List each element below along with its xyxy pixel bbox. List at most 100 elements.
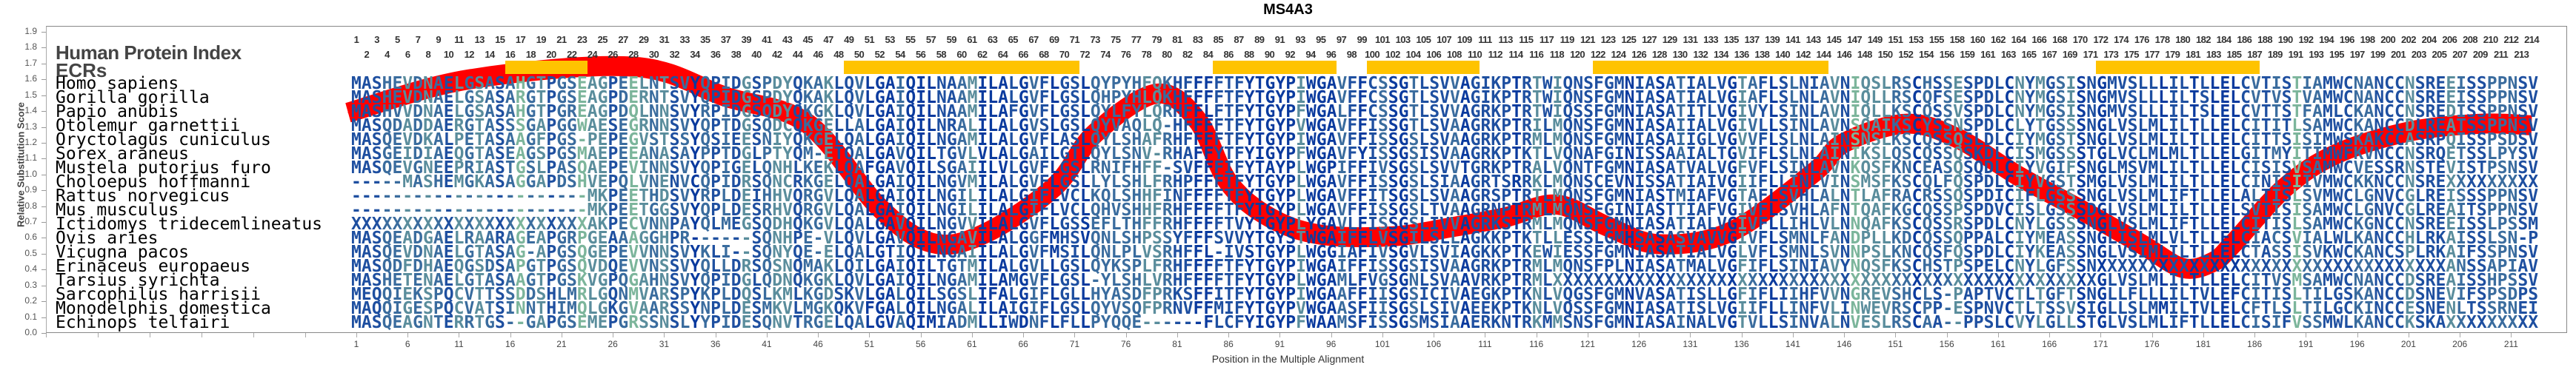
residue: F bbox=[1142, 74, 1153, 93]
residue: L bbox=[2178, 88, 2189, 107]
residue: Y bbox=[1244, 116, 1255, 135]
residue: N bbox=[648, 74, 659, 93]
residue: I bbox=[2066, 88, 2077, 107]
residue: C bbox=[2004, 74, 2015, 93]
residue: P bbox=[1182, 172, 1194, 192]
residue: D bbox=[1018, 313, 1029, 332]
residue: G bbox=[1727, 116, 1738, 135]
residue: Y bbox=[782, 88, 793, 107]
species-name: Mustela putorius furo bbox=[56, 158, 271, 178]
residue: I bbox=[1850, 88, 1861, 107]
residue: Q bbox=[1953, 172, 1963, 192]
residue: V bbox=[782, 313, 793, 332]
residue: I bbox=[2014, 158, 2026, 178]
residue: V bbox=[2312, 172, 2323, 192]
residue: A bbox=[1819, 144, 1830, 164]
residue: K bbox=[2363, 172, 2374, 192]
residue: T bbox=[720, 116, 731, 135]
residue: G bbox=[525, 144, 536, 164]
residue: P bbox=[1111, 74, 1122, 93]
residue: T bbox=[2292, 88, 2303, 107]
residue: A bbox=[536, 313, 547, 332]
human-index-label: 50 bbox=[853, 49, 865, 60]
residue: S bbox=[1943, 116, 1954, 135]
residue: V bbox=[2292, 313, 2303, 332]
residue: C bbox=[2384, 313, 2395, 332]
residue: M bbox=[1614, 74, 1625, 93]
residue: A bbox=[1265, 158, 1276, 178]
residue: I bbox=[2250, 130, 2261, 149]
human-index-label: 179 bbox=[2165, 49, 2180, 60]
residue: L bbox=[2209, 172, 2220, 192]
residue: D bbox=[1983, 116, 1994, 135]
residue: L bbox=[926, 130, 936, 149]
residue: R bbox=[2425, 116, 2436, 135]
residue: T bbox=[2086, 144, 2097, 164]
residue: F bbox=[1214, 88, 1225, 107]
residue: S bbox=[2476, 130, 2487, 149]
residue: I bbox=[1039, 144, 1050, 164]
human-index-label: 4 bbox=[385, 49, 390, 60]
residue: M bbox=[1614, 116, 1625, 135]
residue: M bbox=[1614, 130, 1625, 149]
residue: G bbox=[2097, 130, 2107, 149]
residue: T bbox=[2034, 116, 2046, 135]
x-tick-label: 201 bbox=[2400, 339, 2416, 349]
residue: F bbox=[1296, 313, 1306, 332]
human-index-label: 89 bbox=[1254, 34, 1265, 45]
residue: H bbox=[433, 172, 444, 192]
residue: - bbox=[505, 313, 516, 332]
residue: N bbox=[1840, 116, 1851, 135]
residue: L bbox=[1706, 130, 1717, 149]
residue: P bbox=[1285, 313, 1297, 332]
residue: R bbox=[1891, 313, 1902, 332]
residue: Y bbox=[2025, 158, 2035, 178]
residue: N bbox=[2404, 74, 2415, 93]
residue: S bbox=[2076, 102, 2087, 121]
residue: L bbox=[679, 313, 690, 332]
residue: T bbox=[2189, 102, 2200, 121]
residue: E bbox=[443, 116, 454, 135]
residue: R bbox=[453, 313, 465, 332]
human-index-label: 31 bbox=[659, 34, 670, 45]
residue: L bbox=[1142, 116, 1153, 135]
residue: S bbox=[1377, 144, 1388, 164]
residue: G bbox=[874, 158, 885, 178]
x-tick-label: 66 bbox=[1018, 339, 1028, 349]
score-point bbox=[1843, 142, 1845, 144]
residue: K bbox=[2353, 144, 2364, 164]
residue: - bbox=[1162, 116, 1173, 135]
residue: L bbox=[2209, 88, 2220, 107]
residue: S bbox=[423, 172, 433, 192]
residue: S bbox=[505, 116, 516, 135]
human-index-label: 148 bbox=[1857, 49, 1872, 60]
residue: L bbox=[2178, 172, 2189, 192]
residue: L bbox=[1829, 313, 1840, 332]
x-tick-label: 116 bbox=[1529, 339, 1544, 349]
residue: P bbox=[546, 88, 557, 107]
residue: I bbox=[1634, 313, 1645, 332]
residue: P bbox=[2497, 116, 2508, 135]
residue: G bbox=[556, 144, 568, 164]
residue: Y bbox=[690, 116, 701, 135]
y-tick-label: 0.9 bbox=[24, 184, 37, 195]
residue: S bbox=[567, 158, 577, 178]
residue: E bbox=[741, 130, 752, 149]
residue: L bbox=[967, 144, 978, 164]
residue: Y bbox=[2025, 102, 2035, 121]
x-tick-label: 166 bbox=[2042, 339, 2057, 349]
human-index-label: 70 bbox=[1059, 49, 1070, 60]
y-tick-mark bbox=[41, 301, 46, 303]
residue: G bbox=[1470, 102, 1481, 121]
residue: S bbox=[1377, 130, 1388, 149]
human-index-label: 141 bbox=[1785, 34, 1800, 45]
residue: P bbox=[2486, 88, 2497, 107]
residue: V bbox=[1747, 313, 1758, 332]
residue: Y bbox=[1275, 102, 1286, 121]
residue: R bbox=[628, 313, 639, 332]
residue: V bbox=[1552, 144, 1563, 164]
residue: T bbox=[2456, 144, 2467, 164]
residue: V bbox=[1449, 102, 1460, 121]
human-index-label: 97 bbox=[1336, 34, 1347, 45]
residue: F bbox=[2066, 158, 2077, 178]
